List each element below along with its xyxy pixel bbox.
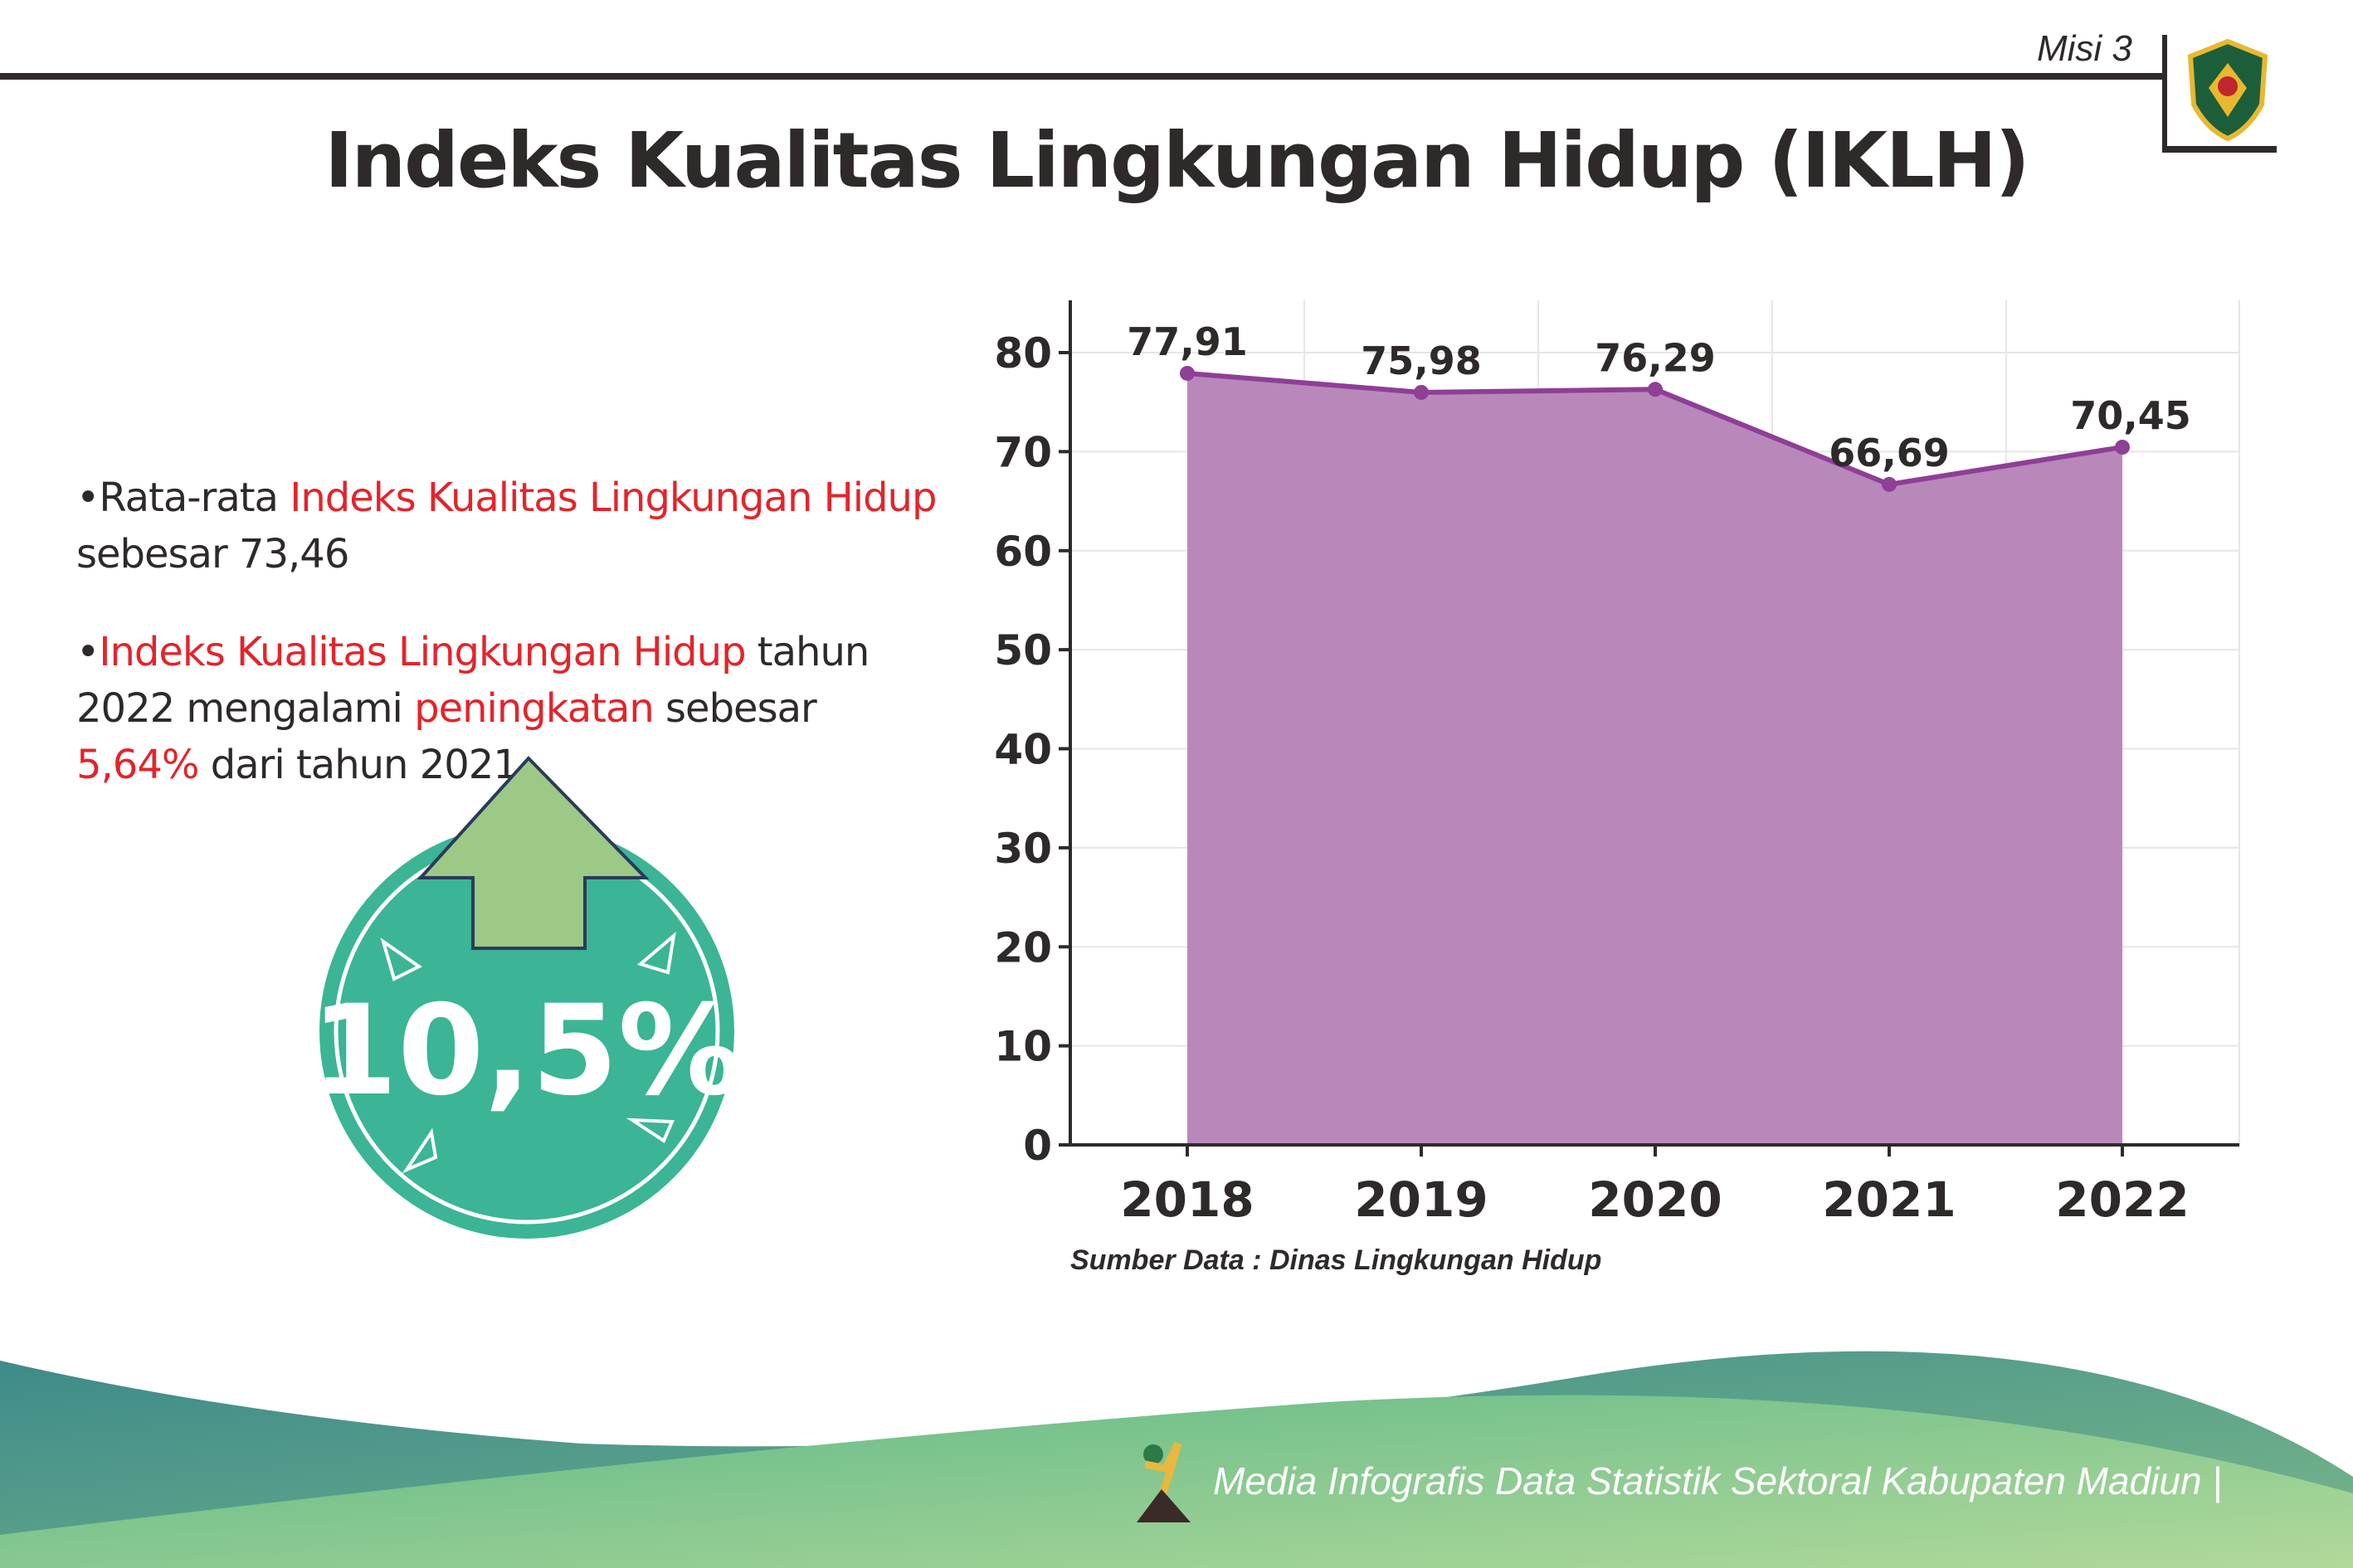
footer-logo [1137, 1441, 1191, 1524]
data-point [1882, 476, 1897, 492]
badge-circle [319, 824, 734, 1239]
source-note: Sumber Data : Dinas Lingkungan Hidup [1070, 1244, 1602, 1276]
y-tick-label: 40 [994, 726, 1052, 774]
corner-rule-bottom [2162, 146, 2277, 153]
mission-label: Misi 3 [2037, 28, 2132, 69]
x-tick-label: 2019 [1354, 1171, 1488, 1228]
y-tick-label: 70 [994, 428, 1052, 476]
bullet-average: •Rata-rata Indeks Kualitas Lingkungan Hi… [76, 475, 937, 577]
data-label: 77,91 [1127, 319, 1248, 364]
data-point [1414, 384, 1429, 400]
sparkle-icons [380, 931, 676, 1174]
y-tick-label: 20 [994, 923, 1052, 971]
header-rule [0, 73, 2165, 80]
y-tick-label: 80 [994, 329, 1052, 377]
badge-value: 10,5% [311, 979, 743, 1123]
up-arrow-icon [417, 756, 650, 950]
y-tick-label: 30 [994, 825, 1052, 873]
y-tick-label: 60 [994, 528, 1052, 576]
growth-badge: 10,5% [311, 756, 743, 1239]
y-tick-label: 10 [994, 1023, 1052, 1071]
page-title: Indeks Kualitas Lingkungan Hidup (IKLH) [324, 116, 2029, 205]
data-label: 70,45 [2070, 393, 2191, 438]
corner-rule [2162, 35, 2167, 151]
footer-text: Media Infografis Data Statistik Sektoral… [1213, 1459, 2223, 1502]
y-tick-label: 50 [994, 626, 1052, 674]
x-tick-label: 2020 [1588, 1171, 1722, 1228]
data-point [1648, 382, 1663, 397]
data-label: 76,29 [1595, 335, 1716, 380]
iklh-chart: 0 10 20 30 40 50 60 70 80 77,91 2018 75,98 2019 76,29… [994, 300, 2240, 1228]
data-label: 66,69 [1829, 431, 1950, 475]
data-point [2115, 440, 2130, 455]
madiun-logo [2187, 38, 2268, 142]
bullet-increase: •Indeks Kualitas Lingkungan Hidup tahun … [76, 629, 870, 788]
data-point [1180, 365, 1195, 381]
area-fill [1187, 373, 2122, 1146]
y-tick-label: 0 [1023, 1122, 1052, 1170]
x-tick-label: 2022 [2055, 1171, 2189, 1228]
data-label: 75,98 [1361, 338, 1482, 383]
x-tick-label: 2018 [1120, 1171, 1254, 1228]
x-tick-label: 2021 [1822, 1171, 1956, 1228]
